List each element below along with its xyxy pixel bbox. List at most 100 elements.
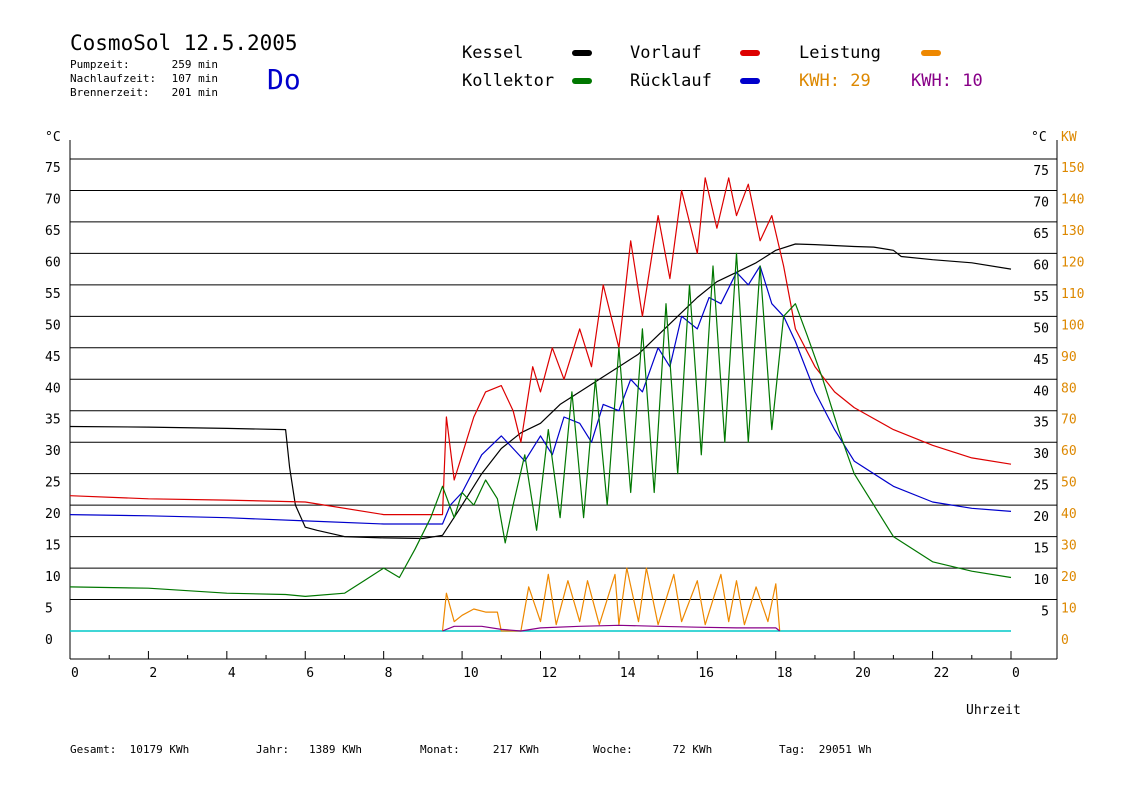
footer-woche: Woche: 72 KWh: [593, 743, 712, 756]
nachlaufzeit-label: Nachlaufzeit:: [70, 72, 157, 85]
legend-kessel-swatch: [572, 50, 592, 56]
x-tick-label: 4: [228, 666, 236, 681]
y2-tick-label: 10: [1061, 602, 1077, 617]
series-line-kessel: [69, 243, 1012, 540]
footer-woche-label: Woche:: [593, 743, 633, 756]
y-tick-label-right: 65: [1033, 227, 1049, 242]
legend-ruecklauf-swatch: [740, 78, 760, 84]
x-tick-label: 0: [71, 666, 79, 681]
legend-kessel-label: Kessel: [462, 43, 524, 63]
legend-kollektor-label: Kollektor: [462, 71, 555, 91]
y-tick-label-left: 15: [45, 539, 61, 554]
y2-tick-label: 0: [1061, 633, 1069, 648]
y-tick-label-left: 40: [45, 381, 61, 396]
y2-tick-label: 110: [1061, 287, 1084, 302]
footer-monat-value: 217 KWh: [492, 743, 540, 756]
y2-tick-label: 50: [1061, 476, 1077, 491]
series-line-leistung: [441, 567, 781, 632]
footer-jahr-value: 1389 KWh: [309, 743, 362, 756]
y-tick-label-left: 60: [45, 255, 61, 270]
brennerzeit-value: 201 min: [171, 86, 218, 99]
y2-tick-label: 40: [1061, 507, 1077, 522]
y-tick-label-right: 5: [1041, 605, 1049, 620]
y-axis-unit-left: °C: [45, 130, 61, 145]
kwh-leistung-label: KWH:: [799, 71, 840, 91]
y-tick-label-right: 35: [1033, 416, 1049, 431]
legend-leistung-label: Leistung: [799, 43, 881, 63]
x-tick-label: 20: [855, 666, 871, 681]
x-tick-label: 8: [385, 666, 393, 681]
y-tick-label-left: 55: [45, 287, 61, 302]
footer-gesamt-value: 10179 KWh: [129, 743, 190, 756]
y2-tick-label: 70: [1061, 413, 1077, 428]
y-tick-label-right: 15: [1033, 542, 1049, 557]
y-tick-label-left: 20: [45, 507, 61, 522]
y-tick-label-right: 75: [1033, 164, 1049, 179]
x-axis-label: Uhrzeit: [966, 703, 1021, 718]
x-tick-label: 18: [777, 666, 793, 681]
y-tick-label-right: 25: [1033, 479, 1049, 494]
x-tick-label: 16: [698, 666, 714, 681]
y-tick-label-right: 55: [1033, 290, 1049, 305]
y-tick-label-left: 5: [45, 602, 53, 617]
kwh-leistung-value: 29: [850, 71, 871, 91]
legend-kollektor-swatch: [572, 78, 592, 84]
x-tick-label: 12: [542, 666, 558, 681]
y2-tick-label: 90: [1061, 350, 1077, 365]
footer-tag-value: 29051 Wh: [818, 743, 872, 756]
y2-tick-label: 60: [1061, 444, 1077, 459]
y-axis-unit-right: °C: [1031, 130, 1047, 145]
x-tick-label: 10: [463, 666, 479, 681]
y-tick-label-left: 35: [45, 413, 61, 428]
y2-tick-label: 80: [1061, 381, 1077, 396]
y-tick-label-right: 60: [1033, 258, 1049, 273]
y2-axis-unit: KW: [1061, 130, 1077, 145]
y2-tick-label: 150: [1061, 161, 1084, 176]
legend-ruecklauf-label: Rücklauf: [630, 71, 712, 91]
x-tick-label: 0: [1012, 666, 1020, 681]
y2-tick-label: 140: [1061, 192, 1084, 207]
y-tick-label-right: 45: [1033, 353, 1049, 368]
legend-vorlauf-swatch: [740, 50, 760, 56]
x-tick-label: 14: [620, 666, 636, 681]
footer-monat: Monat: 217 KWh: [420, 743, 539, 756]
y2-tick-label: 20: [1061, 570, 1077, 585]
brennerzeit-label: Brennerzeit:: [70, 86, 150, 99]
y2-tick-label: 30: [1061, 539, 1077, 554]
y-tick-label-left: 30: [45, 444, 61, 459]
y-tick-label-left: 50: [45, 318, 61, 333]
y-tick-label-left: 0: [45, 633, 53, 648]
legend-vorlauf-label: Vorlauf: [630, 43, 702, 63]
y2-tick-label: 120: [1061, 255, 1084, 270]
x-tick-label: 2: [149, 666, 157, 681]
y2-tick-label: 130: [1061, 224, 1084, 239]
footer-tag-label: Tag:: [779, 743, 806, 756]
pumpzeit-value: 259 min: [171, 58, 218, 71]
footer-woche-value: 72 KWh: [672, 743, 713, 756]
y-tick-label-left: 75: [45, 161, 61, 176]
pumpzeit-label: Pumpzeit:: [70, 58, 130, 71]
series-line-kollektor: [69, 252, 1012, 598]
x-tick-label: 6: [306, 666, 314, 681]
x-tick-label: 22: [934, 666, 950, 681]
weekday-label: Do: [267, 63, 301, 96]
series-line-vorlauf: [69, 177, 1012, 516]
nachlaufzeit-value: 107 min: [171, 72, 218, 85]
footer-monat-label: Monat:: [420, 743, 460, 756]
y-tick-label-left: 10: [45, 570, 61, 585]
legend-leistung-swatch: [921, 50, 941, 56]
y-tick-label-right: 40: [1033, 384, 1049, 399]
kwh-second-label: KWH:: [911, 71, 952, 91]
y-tick-label-left: 45: [45, 350, 61, 365]
series-line-r-cklauf: [69, 265, 1012, 525]
legend-kwh-leistung: KWH: 29: [799, 71, 871, 91]
series-line-leistung-2: [442, 624, 781, 632]
chart-title: CosmoSol 12.5.2005: [70, 31, 298, 55]
footer-jahr: Jahr: 1389 KWh: [256, 743, 362, 756]
y2-tick-label: 100: [1061, 318, 1084, 333]
footer-tag: Tag: 29051 Wh: [779, 743, 872, 756]
kwh-second-value: 10: [962, 71, 983, 91]
legend-kwh-second: KWH: 10: [911, 71, 983, 91]
y-tick-label-right: 50: [1033, 321, 1049, 336]
